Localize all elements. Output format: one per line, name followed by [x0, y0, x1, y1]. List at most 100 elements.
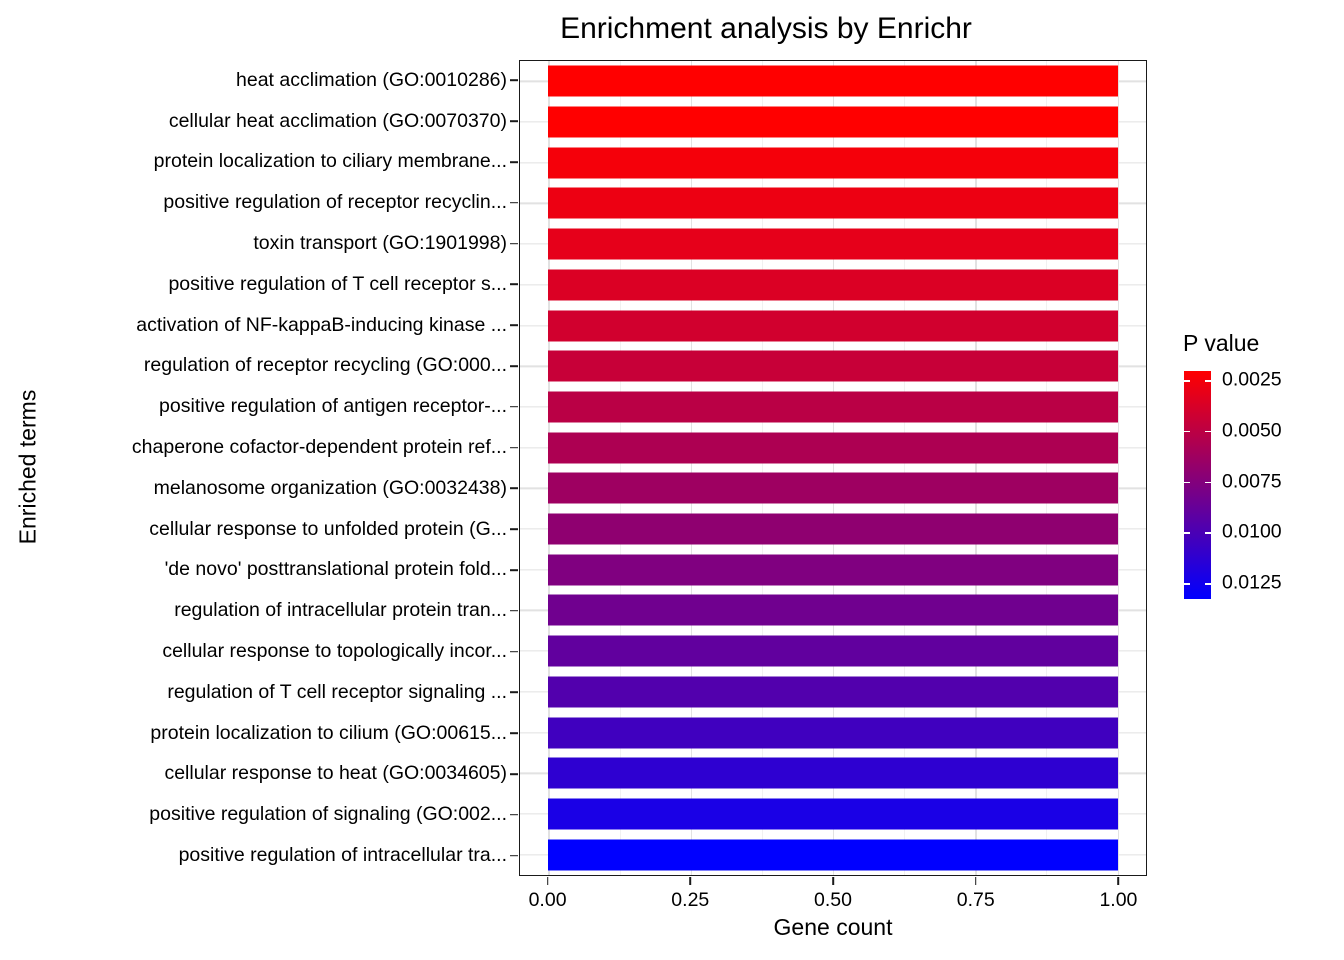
y-tick-label: cellular response to heat (GO:0034605): [164, 762, 507, 785]
x-tick-mark: [832, 877, 834, 885]
x-axis-tick-labels: 0.00 0.25 0.50 0.75 1.00: [519, 889, 1147, 913]
legend-tick-label: 0.0050: [1222, 419, 1282, 442]
y-tick-label: 'de novo' posttranslational protein fold…: [164, 558, 507, 581]
y-tick-label: activation of NF-kappaB-inducing kinase …: [136, 313, 507, 336]
y-tick-label: protein localization to cilium (GO:00615…: [150, 721, 507, 744]
bar: [548, 594, 1118, 626]
bar: [548, 106, 1118, 138]
bar: [548, 676, 1118, 708]
y-tick-label: toxin transport (GO:1901998): [253, 232, 507, 255]
y-tick-mark: [510, 732, 518, 734]
x-tick-label: 0.00: [528, 889, 567, 911]
bar: [548, 187, 1118, 219]
gridline-minor-vertical: [761, 61, 763, 875]
gridline-major-vertical: [690, 61, 693, 875]
x-tick-mark: [1117, 877, 1120, 885]
bar: [548, 717, 1118, 749]
y-axis-labels: heat acclimation (GO:0010286) cellular he…: [55, 60, 507, 876]
y-tick-label: cellular response to topologically incor…: [162, 640, 507, 663]
x-axis-tick-marks: [519, 877, 1147, 885]
legend-tick-mark: [1184, 481, 1190, 484]
bar: [548, 269, 1118, 301]
legend-tick-mark: [1205, 532, 1211, 534]
y-tick-label: protein localization to ciliary membrane…: [153, 150, 507, 173]
gridline-minor-vertical: [1046, 61, 1048, 875]
y-tick-label: positive regulation of antigen receptor-…: [159, 395, 507, 418]
plot-panel: [519, 60, 1147, 876]
x-tick-label: 0.25: [671, 889, 710, 911]
x-tick-mark: [546, 877, 549, 885]
legend-tick-mark: [1184, 532, 1190, 534]
bar: [548, 65, 1118, 97]
y-tick-label: positive regulation of T cell receptor s…: [168, 272, 507, 295]
legend-tick-labels: 0.0025 0.0050 0.0075 0.0100 0.0125: [1222, 368, 1322, 599]
gridline-major-vertical: [1117, 61, 1119, 875]
legend-tick-mark: [1205, 430, 1211, 433]
legend-tick-mark: [1184, 430, 1190, 433]
legend-tick-label: 0.0075: [1222, 470, 1282, 493]
legend-tick-mark: [1184, 380, 1190, 382]
bar: [548, 432, 1118, 464]
y-tick-label: cellular response to unfolded protein (G…: [149, 517, 507, 540]
bar: [548, 635, 1118, 667]
bar: [548, 391, 1118, 423]
y-tick-mark: [510, 283, 518, 286]
y-tick-mark: [510, 569, 518, 571]
legend-tick-label: 0.0025: [1222, 368, 1282, 391]
legend-tick-mark: [1205, 380, 1211, 382]
x-tick-label: 0.50: [814, 889, 852, 911]
bar: [548, 839, 1118, 871]
legend-tick-label: 0.0100: [1222, 520, 1282, 543]
y-tick-label: positive regulation of intracellular tra…: [178, 844, 507, 867]
y-tick-label: regulation of receptor recycling (GO:000…: [143, 354, 507, 377]
y-tick-label: heat acclimation (GO:0010286): [236, 68, 507, 91]
legend-tick-mark: [1184, 583, 1190, 585]
y-tick-mark: [510, 406, 518, 408]
gridline-major-vertical: [548, 61, 550, 875]
gridline-major-vertical: [833, 61, 835, 875]
x-tick-label: 0.75: [956, 889, 995, 911]
y-tick-mark: [510, 528, 518, 530]
y-tick-mark: [510, 324, 518, 326]
y-tick-mark: [510, 610, 518, 612]
y-tick-label: positive regulation of receptor recyclin…: [163, 191, 507, 214]
x-tick-mark: [689, 877, 692, 885]
y-tick-label: melanosome organization (GO:0032438): [153, 476, 507, 499]
bar: [548, 147, 1118, 179]
y-tick-mark: [510, 120, 518, 122]
legend-title: P value: [1183, 330, 1260, 356]
bar: [548, 472, 1118, 504]
bar: [548, 228, 1118, 260]
gridline-major-vertical: [975, 61, 977, 875]
y-tick-label: chaperone cofactor-dependent protein ref…: [131, 436, 507, 459]
y-tick-mark: [510, 365, 518, 367]
gridline-minor-vertical: [904, 61, 906, 875]
legend-tick-mark: [1205, 481, 1211, 484]
y-tick-label: regulation of intracellular protein tran…: [174, 599, 507, 622]
y-tick-mark: [510, 650, 518, 653]
y-tick-mark: [510, 242, 518, 245]
y-tick-mark: [510, 79, 518, 82]
y-tick-mark: [510, 487, 518, 490]
y-tick-mark: [510, 691, 518, 694]
y-tick-label: regulation of T cell receptor signaling …: [167, 680, 507, 703]
y-tick-label: cellular heat acclimation (GO:0070370): [168, 109, 507, 132]
bar: [548, 310, 1118, 342]
y-tick-label: positive regulation of signaling (GO:002…: [149, 803, 507, 826]
x-tick-mark: [974, 877, 977, 885]
bar: [548, 798, 1118, 830]
y-axis-title: Enriched terms: [14, 389, 41, 545]
y-tick-mark: [510, 446, 518, 449]
y-tick-mark: [510, 814, 518, 816]
bar: [548, 757, 1118, 789]
y-tick-mark: [510, 161, 518, 163]
y-tick-mark: [510, 854, 518, 857]
y-tick-mark: [510, 202, 518, 204]
chart-title: Enrichment analysis by Enrichr: [560, 12, 972, 45]
legend-tick-label: 0.0125: [1222, 571, 1282, 594]
legend-tick-mark: [1205, 583, 1211, 585]
y-tick-mark: [510, 773, 518, 775]
bar: [548, 350, 1118, 382]
y-axis-tick-marks: [510, 60, 518, 876]
